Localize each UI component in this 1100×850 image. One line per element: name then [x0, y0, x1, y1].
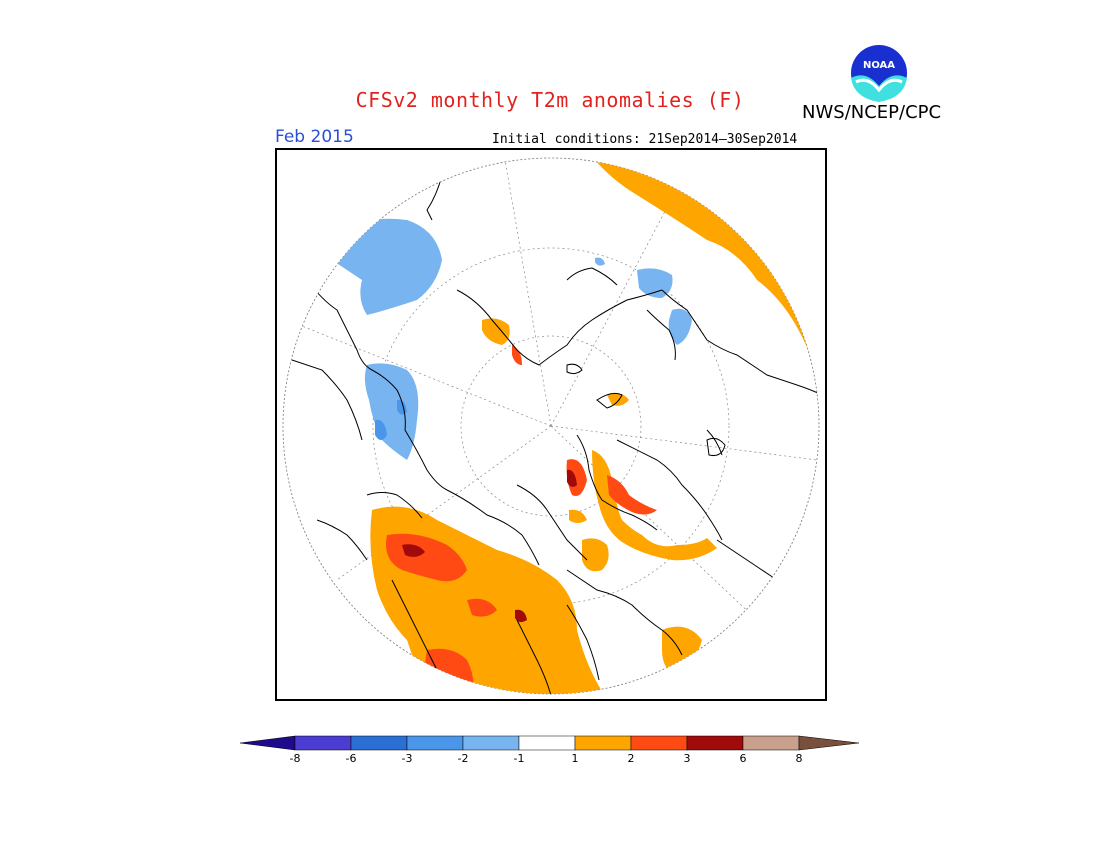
colorbar-arrow-low — [239, 735, 296, 751]
colorbar-label: 1 — [571, 752, 579, 765]
colorbar-label: 8 — [795, 752, 803, 765]
colorbar-bin-p3-p6 — [686, 735, 744, 751]
colorbar-bin-p6-p8 — [742, 735, 800, 751]
coastlines — [291, 174, 819, 694]
colorbar-label: -2 — [457, 752, 469, 765]
anomaly-cold-1-2 — [331, 218, 692, 460]
colorbar-bin-p2-p3 — [630, 735, 688, 751]
colorbar-bin-p1-p2 — [574, 735, 632, 751]
meridians — [286, 159, 818, 621]
colorbar — [239, 735, 860, 751]
colorbar-label: -6 — [345, 752, 357, 765]
organization-label: NWS/NCEP/CPC — [802, 102, 942, 123]
initial-conditions-label: Initial conditions: 21Sep2014–30Sep2014 — [492, 132, 798, 147]
colorbar-bin-m3-m2 — [406, 735, 464, 751]
colorbar-label: -8 — [289, 752, 301, 765]
colorbar-bin-m1-p1 — [518, 735, 576, 751]
colorbar-label: 3 — [683, 752, 691, 765]
colorbar-label: 2 — [627, 752, 635, 765]
colorbar-label: 6 — [739, 752, 747, 765]
latitude-circle-60 — [372, 247, 730, 605]
noaa-logo-icon: NOAA — [848, 42, 910, 104]
colorbar-arrow-high — [798, 735, 860, 751]
colorbar-label: -3 — [401, 752, 413, 765]
colorbar-bin-m8-m6 — [294, 735, 352, 751]
valid-month-label: Feb 2015 — [275, 127, 354, 147]
map-frame — [275, 148, 827, 701]
anomaly-warm-3-6 — [402, 469, 577, 623]
colorbar-label: -1 — [513, 752, 525, 765]
colorbar-bin-m6-m3 — [350, 735, 408, 751]
colorbar-bin-m2-m1 — [462, 735, 520, 751]
chart-title: CFSv2 monthly T2m anomalies (F) — [355, 88, 745, 112]
svg-text:NOAA: NOAA — [863, 60, 895, 71]
polar-map — [282, 157, 820, 695]
